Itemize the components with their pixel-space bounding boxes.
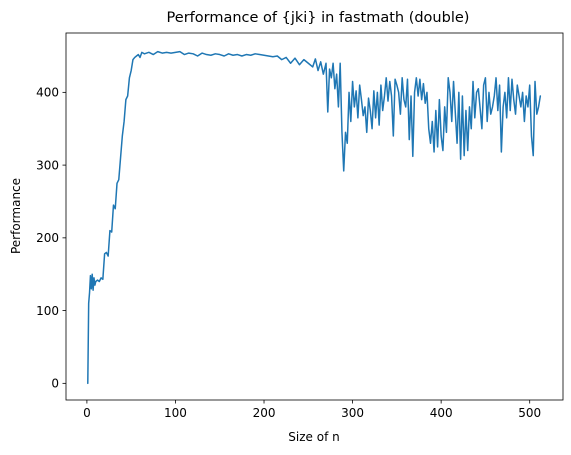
x-tick-label: 0 xyxy=(83,406,91,420)
y-tick-label: 200 xyxy=(36,231,59,245)
x-axis-label: Size of n xyxy=(288,430,339,444)
y-tick-label: 300 xyxy=(36,158,59,172)
y-tick-label: 0 xyxy=(51,377,59,391)
x-tick-label: 200 xyxy=(253,406,276,420)
y-tick-label: 100 xyxy=(36,304,59,318)
x-tick-label: 500 xyxy=(518,406,541,420)
y-axis-label: Performance xyxy=(9,178,23,254)
series-line-0 xyxy=(87,50,542,385)
x-tick-label: 300 xyxy=(341,406,364,420)
chart-title: Performance of {jki} in fastmath (double… xyxy=(167,10,470,26)
x-tick-label: 100 xyxy=(164,406,187,420)
x-axis: 0 100 200 300 400 500 xyxy=(83,400,541,420)
y-tick-label: 400 xyxy=(36,86,59,100)
axes-frame xyxy=(65,32,564,401)
x-tick-label: 400 xyxy=(430,406,453,420)
plot-area xyxy=(87,50,542,385)
y-axis: 0 100 200 300 400 xyxy=(36,86,66,391)
